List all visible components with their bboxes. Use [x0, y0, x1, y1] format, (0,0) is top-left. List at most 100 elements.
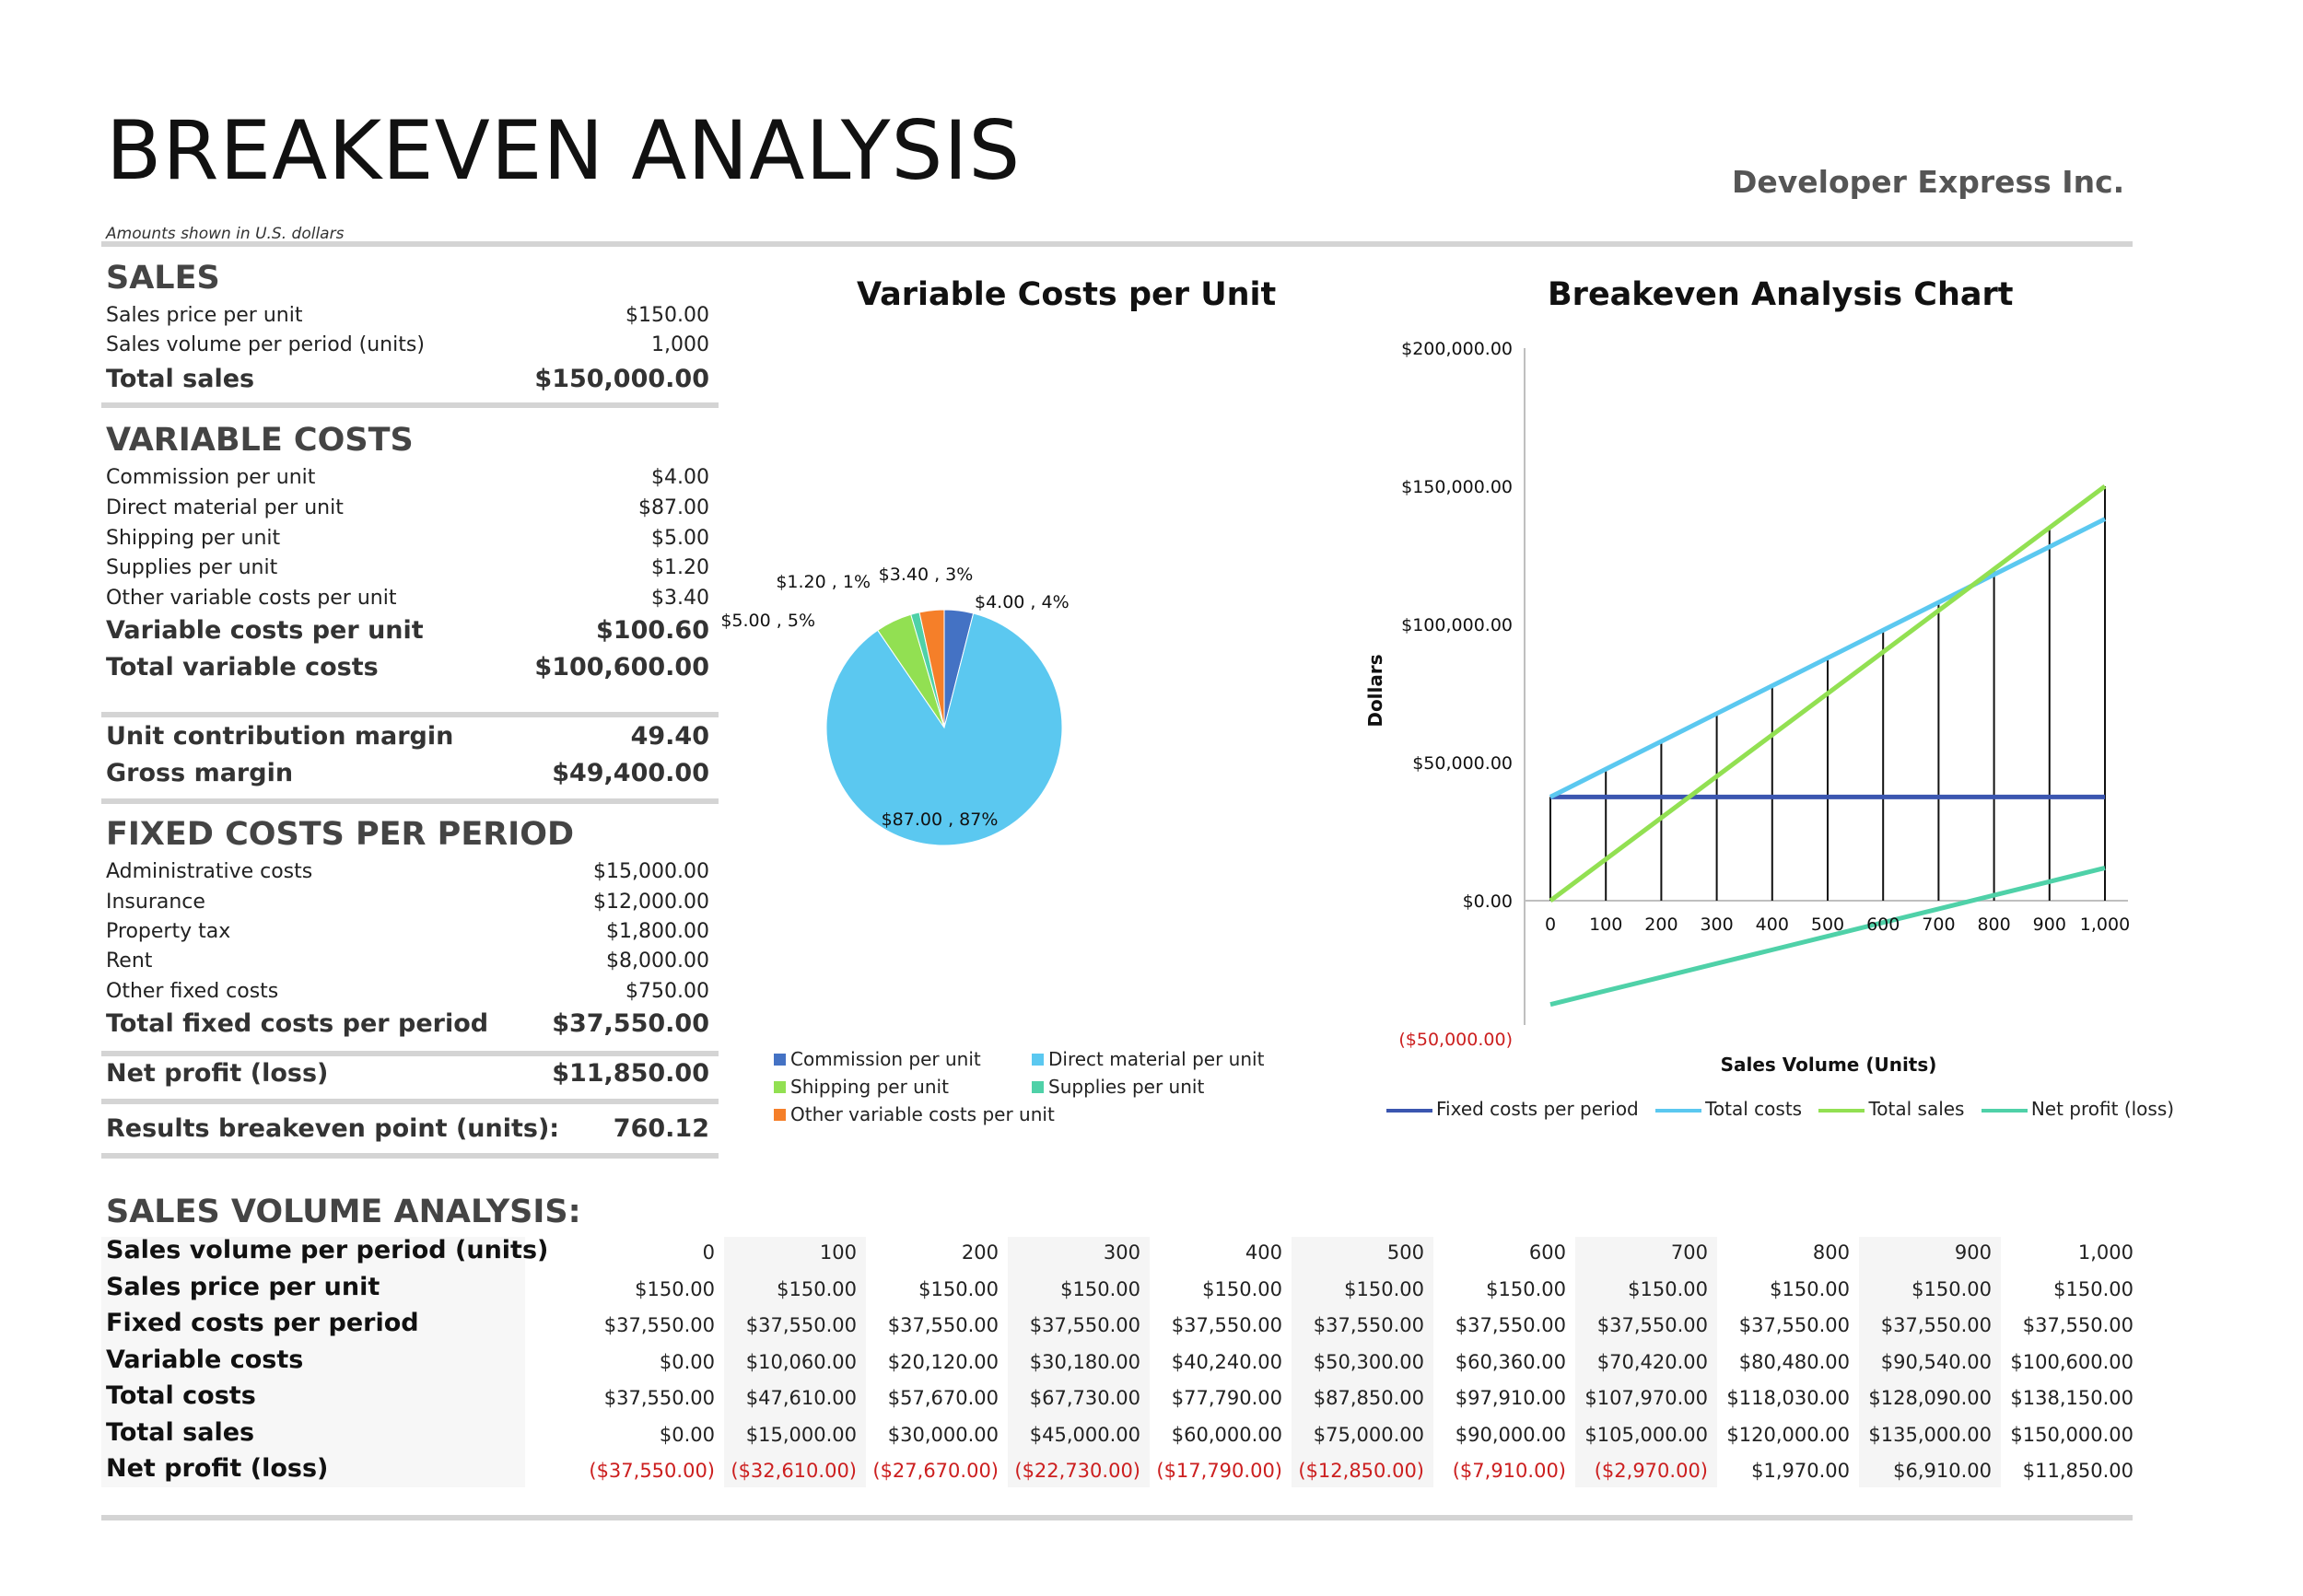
- page-title: BREAKEVEN ANALYSIS: [106, 103, 1022, 198]
- table-cell: ($32,610.00): [731, 1460, 857, 1482]
- table-cell: $57,670.00: [887, 1387, 999, 1409]
- row-label: Commission per unit: [106, 466, 316, 489]
- table-cell: 600: [1528, 1241, 1566, 1264]
- y-tick-label: ($50,000.00): [1398, 1030, 1513, 1050]
- table-row-label: Sales volume per period (units): [106, 1236, 549, 1264]
- series-line: [1549, 517, 2107, 799]
- table-cell: $10,060.00: [745, 1350, 857, 1373]
- table-cell: $47,610.00: [745, 1387, 857, 1409]
- table-cell: $60,000.00: [1171, 1423, 1282, 1446]
- table-cell: $1,970.00: [1751, 1460, 1850, 1482]
- table-cell: $138,150.00: [2010, 1387, 2133, 1409]
- table-cell: $40,240.00: [1171, 1350, 1282, 1373]
- divider: [101, 712, 719, 717]
- table-cell: $97,910.00: [1455, 1387, 1566, 1409]
- legend-item-other: Other variable costs per unit: [774, 1103, 1055, 1125]
- legend-swatch: [1032, 1054, 1044, 1066]
- row-label: Total variable costs: [106, 653, 379, 682]
- fixed-cost-row: Rent $8,000.00: [106, 949, 709, 979]
- pie-chart-title: Variable Costs per Unit: [857, 276, 1277, 313]
- table-cell: ($12,850.00): [1298, 1460, 1424, 1482]
- variable-costs-pie-chart: $4.00 , 4% $87.00 , 87% $5.00 , 5% $1.20 , …: [720, 565, 1070, 846]
- table-cell: ($37,550.00): [589, 1460, 715, 1482]
- line-legend: Fixed costs per period Total costs Total…: [1386, 1098, 2174, 1125]
- y-tick-label: $100,000.00: [1401, 615, 1513, 635]
- row-label: Other variable costs per unit: [106, 587, 397, 610]
- table-cell: $150.00: [1344, 1277, 1424, 1300]
- pie-slice: [918, 609, 945, 728]
- table-cell: $150.00: [777, 1277, 857, 1300]
- table-cell: $150.00: [1770, 1277, 1850, 1300]
- legend-item-net-profit: Net profit (loss): [1981, 1098, 2175, 1120]
- table-cell: $37,550.00: [1313, 1314, 1424, 1336]
- table-cell: $135,000.00: [1868, 1423, 1992, 1446]
- legend-label: Total costs: [1705, 1098, 1803, 1120]
- y-tick-label: $200,000.00: [1401, 339, 1513, 359]
- fixed-cost-row: Insurance $12,000.00: [106, 891, 709, 920]
- legend-label: Shipping per unit: [790, 1076, 949, 1098]
- row-value: 1,000: [651, 333, 709, 356]
- variable-cost-row: Other variable costs per unit $3.40: [106, 587, 709, 616]
- legend-swatch: [774, 1109, 786, 1121]
- table-cell: $0.00: [659, 1423, 715, 1446]
- row-value: $15,000.00: [593, 860, 709, 883]
- x-tick-label: 800: [1977, 914, 2010, 935]
- row-label: Shipping per unit: [106, 527, 281, 550]
- row-value: $150.00: [625, 304, 709, 327]
- row-value: $3.40: [651, 587, 709, 610]
- table-cell: 0: [702, 1241, 715, 1264]
- table-cell: $150,000.00: [2010, 1423, 2133, 1446]
- row-value: $12,000.00: [593, 891, 709, 914]
- table-cell: $67,730.00: [1029, 1387, 1140, 1409]
- legend-line: [1386, 1108, 1432, 1113]
- row-label: Other fixed costs: [106, 980, 279, 1003]
- table-cell: $100,600.00: [2010, 1350, 2133, 1373]
- legend-item-total-costs: Total costs: [1655, 1098, 1802, 1120]
- row-label: Rent: [106, 949, 153, 973]
- table-cell: $15,000.00: [745, 1423, 857, 1446]
- row-label: Insurance: [106, 891, 205, 914]
- table-cell: ($27,670.00): [872, 1460, 999, 1482]
- table-row-label: Total sales: [106, 1417, 255, 1447]
- divider: [101, 798, 719, 804]
- row-label: Property tax: [106, 920, 231, 943]
- pie-data-label: $87.00 , 87%: [882, 810, 999, 830]
- table-cell: $37,550.00: [745, 1314, 857, 1336]
- legend-label: Fixed costs per period: [1436, 1098, 1639, 1120]
- table-cell: $150.00: [635, 1277, 715, 1300]
- legend-label: Direct material per unit: [1048, 1048, 1265, 1070]
- table-cell: 500: [1386, 1241, 1424, 1264]
- pie-data-label: $3.40 , 3%: [879, 565, 974, 585]
- legend-label: Net profit (loss): [2030, 1098, 2175, 1120]
- column-shade: [1008, 1237, 1150, 1487]
- row-label: Administrative costs: [106, 860, 313, 883]
- legend-swatch: [774, 1081, 786, 1093]
- table-cell: $37,550.00: [603, 1387, 715, 1409]
- x-tick-label: 0: [1545, 914, 1556, 935]
- fixed-cost-row: Other fixed costs $750.00: [106, 980, 709, 1009]
- table-cell: $37,550.00: [603, 1314, 715, 1336]
- table-cell: $11,850.00: [2022, 1460, 2133, 1482]
- row-label: Total fixed costs per period: [106, 1009, 489, 1038]
- row-value: $100,600.00: [534, 653, 709, 682]
- column-shade: [724, 1237, 866, 1487]
- legend-label: Total sales: [1868, 1098, 1965, 1120]
- legend-label: Other variable costs per unit: [790, 1103, 1055, 1125]
- x-tick-label: 400: [1756, 914, 1789, 935]
- row-label: Gross margin: [106, 759, 294, 787]
- table-cell: ($7,910.00): [1452, 1460, 1566, 1482]
- total-fixed-row: Total fixed costs per period $37,550.00: [106, 1009, 709, 1044]
- table-cell: $37,550.00: [887, 1314, 999, 1336]
- table-row-label: Sales price per unit: [106, 1272, 380, 1301]
- table-cell: ($2,970.00): [1594, 1460, 1708, 1482]
- y-tick-label: $0.00: [1463, 891, 1513, 912]
- table-cell: $105,000.00: [1584, 1423, 1708, 1446]
- column-shade: [1292, 1237, 1433, 1487]
- y-tick-label: $150,000.00: [1401, 477, 1513, 497]
- table-cell: 100: [819, 1241, 857, 1264]
- row-label: Total sales: [106, 365, 255, 393]
- table-cell: $118,030.00: [1726, 1387, 1850, 1409]
- table-cell: $150.00: [1628, 1277, 1708, 1300]
- table-cell: $70,420.00: [1596, 1350, 1708, 1373]
- row-value: $100.60: [596, 616, 709, 645]
